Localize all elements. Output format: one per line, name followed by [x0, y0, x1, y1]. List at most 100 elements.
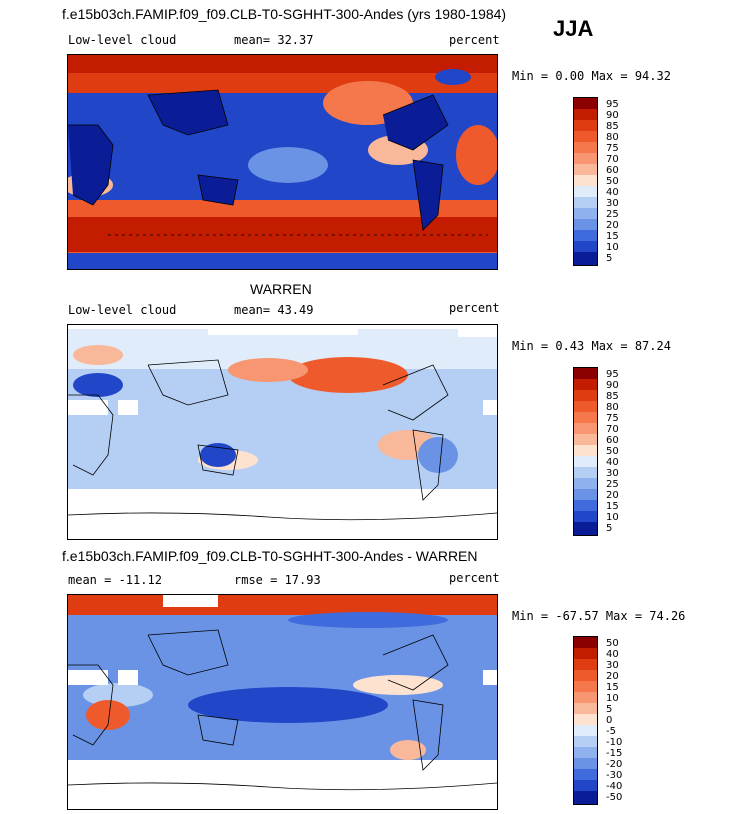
panel3-colorbar-bin: -15 [574, 747, 622, 759]
panel3-colorbar-label: 0 [606, 715, 613, 726]
panel2-colorbar-bin: 50 [574, 445, 619, 457]
panel3-colorbar-label: 20 [606, 671, 619, 682]
panel1-colorbar-bin: 85 [574, 120, 619, 132]
panel1-colorbar-label: 20 [606, 220, 619, 231]
panel1-colorbar-bin: 25 [574, 208, 619, 220]
panel2-title: WARREN [250, 281, 312, 297]
panel2-colorbar-label: 60 [606, 435, 619, 446]
panel1-colorbar-bin: 10 [574, 241, 619, 253]
panel3-colorbar-label: -10 [606, 737, 623, 748]
panel2-colorbar-bin: 25 [574, 478, 619, 490]
panel2-colorbar-label: 90 [606, 380, 619, 391]
panel3-colorbar-bin: -5 [574, 725, 616, 737]
panel1-colorbar-label: 15 [606, 231, 619, 242]
panel2-mean-label: mean= 43.49 [234, 303, 314, 317]
panel2-colorbar-bin: 20 [574, 489, 619, 501]
panel2-colorbar-bin: 85 [574, 390, 619, 402]
panel3-colorbar-bin: -20 [574, 758, 622, 770]
panel2-map-field [68, 325, 497, 539]
panel3-minmax: Min = -67.57 Max = 74.26 [512, 609, 686, 623]
panel1-colorbar-label: 70 [606, 154, 619, 165]
panel1-colorbar-bin: 50 [574, 175, 619, 187]
panel3-colorbar-bin: 15 [574, 681, 619, 693]
panel1-colorbar-bin: 80 [574, 131, 619, 143]
panel3-mean-label: mean = -11.12 [68, 573, 162, 587]
panel2-colorbar-bin: 40 [574, 456, 619, 468]
panel1-colorbar-label: 95 [606, 99, 619, 110]
panel1-colorbar-bin: 60 [574, 164, 619, 176]
panel2-colorbar-label: 80 [606, 402, 619, 413]
panel1-colorbar-label: 75 [606, 143, 619, 154]
panel1-colorbar-bin: 15 [574, 230, 619, 242]
panel3-colorbar-label: -5 [606, 726, 616, 737]
panel2-colorbar-bin: 60 [574, 434, 619, 446]
panel1-colorbar-bin: 30 [574, 197, 619, 209]
panel2-colorbar-label: 50 [606, 446, 619, 457]
panel3-colorbar-label: 10 [606, 693, 619, 704]
panel2-colorbar-label: 95 [606, 369, 619, 380]
panel1-colorbar-bin: 75 [574, 142, 619, 154]
panel2-colorbar: 95 90 85 80 75 70 60 50 40 30 25 20 15 1… [573, 367, 619, 536]
panel3-colorbar-bin: 10 [574, 692, 619, 704]
panel3-colorbar-label: -50 [606, 792, 623, 803]
panel3-colorbar-bin: 5 [574, 703, 612, 715]
panel2-variable-label: Low-level cloud [68, 303, 177, 317]
panel1-colorbar-label: 90 [606, 110, 619, 121]
panel3-colorbar-bin: 30 [574, 659, 619, 671]
panel3-rmse-label: rmse = 17.93 [234, 573, 321, 587]
panel1-colorbar-bin: 5 [574, 252, 612, 265]
panel3-colorbar-label: 5 [606, 704, 613, 715]
panel3-colorbar-bin: 0 [574, 714, 612, 726]
panel3-colorbar-bin: 50 [574, 637, 619, 649]
panel2-colorbar-bin: 75 [574, 412, 619, 424]
panel2-colorbar-label: 5 [606, 523, 613, 534]
panel3-colorbar-bin: -30 [574, 769, 622, 781]
panel3-colorbar-label: -30 [606, 770, 623, 781]
panel2-colorbar-label: 20 [606, 490, 619, 501]
panel1-colorbar-label: 40 [606, 187, 619, 198]
panel3-map [67, 594, 498, 810]
panel2-colorbar-label: 75 [606, 413, 619, 424]
panel1-colorbar-label: 10 [606, 242, 619, 253]
panel3-colorbar: 50 40 30 20 15 10 5 0 -5 -10 -15 -20 -30… [573, 636, 622, 805]
panel2-colorbar-label: 40 [606, 457, 619, 468]
panel1-colorbar-label: 50 [606, 176, 619, 187]
panel3-colorbar-label: -20 [606, 759, 623, 770]
panel3-title: f.e15b03ch.FAMIP.f09_f09.CLB-T0-SGHHT-30… [62, 548, 478, 564]
panel1-colorbar-label: 80 [606, 132, 619, 143]
panel1-minmax: Min = 0.00 Max = 94.32 [512, 69, 671, 83]
panel3-colorbar-label: 30 [606, 660, 619, 671]
panel3-colorbar-label: -15 [606, 748, 623, 759]
panel2-colorbar-label: 15 [606, 501, 619, 512]
panel1-colorbar-bin: 90 [574, 109, 619, 121]
panel2-units-label: percent [449, 301, 500, 315]
panel2-colorbar-label: 25 [606, 479, 619, 490]
panel1-colorbar-bin: 70 [574, 153, 619, 165]
panel2-colorbar-label: 85 [606, 391, 619, 402]
panel3-colorbar-bin: -10 [574, 736, 622, 748]
panel2-colorbar-label: 30 [606, 468, 619, 479]
panel2-colorbar-label: 10 [606, 512, 619, 523]
panel1-colorbar-label: 25 [606, 209, 619, 220]
panel2-minmax: Min = 0.43 Max = 87.24 [512, 339, 671, 353]
panel3-colorbar-bin: 40 [574, 648, 619, 660]
panel1-colorbar-label: 60 [606, 165, 619, 176]
panel3-colorbar-label: 40 [606, 649, 619, 660]
panel1-colorbar-bin: 40 [574, 186, 619, 198]
panel1-colorbar-label: 5 [606, 253, 613, 264]
panel3-map-field [68, 595, 497, 809]
panel1-mean-label: mean= 32.37 [234, 33, 314, 47]
panel1-map-field [68, 55, 497, 269]
panel2-colorbar-bin: 70 [574, 423, 619, 435]
panel3-units-label: percent [449, 571, 500, 585]
panel3-colorbar-bin: 20 [574, 670, 619, 682]
panel2-colorbar-bin: 30 [574, 467, 619, 479]
panel3-colorbar-bin: -50 [574, 791, 622, 804]
panel1-variable-label: Low-level cloud [68, 33, 177, 47]
panel3-colorbar-label: -40 [606, 781, 623, 792]
panel2-colorbar-bin: 90 [574, 379, 619, 391]
panel2-colorbar-bin: 80 [574, 401, 619, 413]
panel2-colorbar-label: 70 [606, 424, 619, 435]
panel2-colorbar-bin: 95 [574, 368, 619, 380]
panel1-title: f.e15b03ch.FAMIP.f09_f09.CLB-T0-SGHHT-30… [62, 6, 507, 22]
